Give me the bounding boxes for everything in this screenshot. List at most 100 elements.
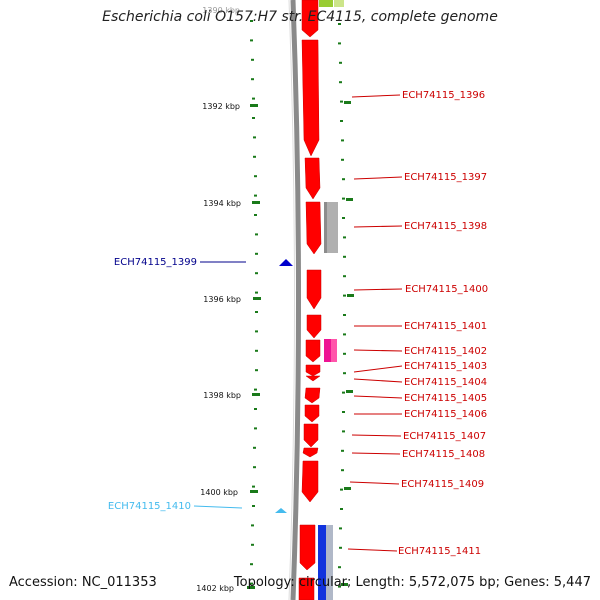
gene-label-1400[interactable]: ECH74115_1400 bbox=[405, 284, 488, 295]
minor-tick bbox=[339, 81, 342, 84]
major-tick bbox=[253, 297, 261, 300]
gene-arrow[interactable] bbox=[301, 0, 319, 38]
axis-labels: 1390 kbp 1392 kbp 1394 kbp 1396 kbp 1398… bbox=[196, 6, 241, 593]
gene-arrow-1407[interactable] bbox=[303, 423, 319, 448]
gene-arrow-1402[interactable] bbox=[305, 339, 321, 363]
gene-label-1411[interactable]: ECH74115_1411 bbox=[398, 546, 481, 557]
gene-label-1406[interactable]: ECH74115_1406 bbox=[404, 409, 487, 420]
minor-tick bbox=[339, 546, 342, 549]
genome-backbone bbox=[290, 0, 301, 600]
minor-tick bbox=[252, 97, 255, 100]
minor-tick bbox=[338, 585, 341, 588]
minor-tick bbox=[343, 275, 346, 278]
minor-tick bbox=[340, 508, 343, 510]
blue-feature bbox=[318, 525, 326, 600]
minor-tick bbox=[343, 372, 346, 375]
callout-1403 bbox=[353, 365, 403, 373]
minor-tick bbox=[255, 311, 258, 313]
major-tick bbox=[250, 490, 258, 493]
minor-tick bbox=[255, 369, 258, 372]
gene-labels: ECH74115_1396 ECH74115_1397 ECH74115_139… bbox=[108, 90, 488, 557]
minor-tick bbox=[341, 449, 344, 452]
minor-tick bbox=[341, 469, 344, 472]
gene-arrow-1404[interactable] bbox=[305, 375, 321, 382]
gene-label-1401[interactable]: ECH74115_1401 bbox=[404, 321, 487, 332]
minor-tick bbox=[253, 446, 256, 449]
gene-label-1407[interactable]: ECH74115_1407 bbox=[403, 431, 486, 442]
gene-arrow-1403[interactable] bbox=[305, 364, 321, 377]
minor-tick bbox=[254, 194, 257, 197]
major-tick bbox=[252, 393, 260, 396]
minor-tick bbox=[250, 39, 253, 42]
major-tick bbox=[247, 586, 255, 589]
axis-label-1402: 1402 kbp bbox=[196, 584, 234, 593]
gene-label-1409[interactable]: ECH74115_1409 bbox=[401, 479, 484, 490]
gene-arrow-1410[interactable] bbox=[275, 508, 287, 513]
minor-tick bbox=[255, 291, 258, 294]
minor-tick bbox=[251, 524, 254, 527]
genome-backbone-outer bbox=[288, 0, 295, 600]
gene-arrow-1398[interactable] bbox=[305, 201, 322, 255]
minor-tick bbox=[254, 408, 257, 410]
callout-1397 bbox=[353, 176, 403, 180]
minor-tick bbox=[338, 566, 341, 569]
genome-title: Escherichia coli O157:H7 str. EC4115, co… bbox=[102, 9, 498, 25]
minor-tick bbox=[341, 139, 344, 142]
minor-tick bbox=[343, 333, 346, 336]
minor-tick bbox=[252, 117, 255, 119]
minor-tick bbox=[342, 197, 345, 200]
minor-tick bbox=[255, 272, 258, 275]
gene-label-1408[interactable]: ECH74115_1408 bbox=[402, 449, 485, 460]
callout-1405 bbox=[353, 395, 403, 399]
gene-label-1396[interactable]: ECH74115_1396 bbox=[402, 90, 485, 101]
gene-arrow-1399[interactable] bbox=[279, 259, 293, 266]
minor-tick bbox=[253, 155, 256, 158]
callout-1404 bbox=[353, 378, 403, 383]
major-tick bbox=[344, 101, 351, 104]
minor-tick bbox=[343, 236, 346, 239]
minor-tick bbox=[251, 58, 254, 61]
gene-label-1403[interactable]: ECH74115_1403 bbox=[404, 361, 487, 372]
callout-1410 bbox=[193, 505, 243, 509]
gene-arrow-1400[interactable] bbox=[306, 269, 322, 310]
green-feature-top-2 bbox=[334, 0, 344, 7]
minor-tick bbox=[343, 352, 346, 355]
green-feature-top bbox=[319, 0, 333, 7]
minor-tick bbox=[254, 427, 257, 430]
gene-arrow-1396[interactable] bbox=[301, 39, 320, 157]
callout-1400 bbox=[353, 288, 403, 291]
gene-arrow-1401[interactable] bbox=[306, 314, 322, 339]
minor-tick bbox=[250, 582, 253, 585]
grey-feature bbox=[324, 202, 338, 253]
gene-label-1402[interactable]: ECH74115_1402 bbox=[404, 346, 487, 357]
major-tick bbox=[341, 583, 348, 586]
gene-label-1399[interactable]: ECH74115_1399 bbox=[114, 257, 197, 268]
gene-arrow-1409[interactable] bbox=[301, 460, 319, 503]
gene-arrow-1408[interactable] bbox=[302, 447, 319, 458]
pink-feature-light bbox=[331, 339, 337, 362]
gene-label-1404[interactable]: ECH74115_1404 bbox=[404, 377, 487, 388]
gene-arrow-1397[interactable] bbox=[304, 157, 321, 200]
axis-label-1392: 1392 kbp bbox=[202, 102, 240, 111]
callout-lines bbox=[193, 94, 403, 552]
minor-tick bbox=[342, 411, 345, 413]
gene-arrow-1411[interactable] bbox=[299, 524, 316, 571]
callout-1402 bbox=[353, 349, 403, 352]
gene-arrow-1405[interactable] bbox=[304, 387, 321, 404]
gene-label-1410[interactable]: ECH74115_1410 bbox=[108, 501, 191, 512]
accession-text: Accession: NC_011353 bbox=[9, 575, 157, 590]
minor-tick bbox=[340, 100, 343, 103]
gene-label-1405[interactable]: ECH74115_1405 bbox=[404, 393, 487, 404]
gene-arrow-1406[interactable] bbox=[304, 404, 320, 423]
major-ticks bbox=[247, 101, 354, 589]
minor-tick bbox=[339, 61, 342, 64]
gene-label-1397[interactable]: ECH74115_1397 bbox=[404, 172, 487, 183]
gene-label-1398[interactable]: ECH74115_1398 bbox=[404, 221, 487, 232]
minor-tick bbox=[252, 485, 255, 488]
axis-label-1400: 1400 kbp bbox=[200, 488, 238, 497]
feature-track-outer bbox=[318, 0, 344, 600]
gene-arrow-bottom[interactable] bbox=[298, 577, 315, 600]
minor-tick bbox=[254, 388, 257, 391]
minor-tick bbox=[340, 120, 343, 122]
minor-tick bbox=[342, 391, 345, 394]
